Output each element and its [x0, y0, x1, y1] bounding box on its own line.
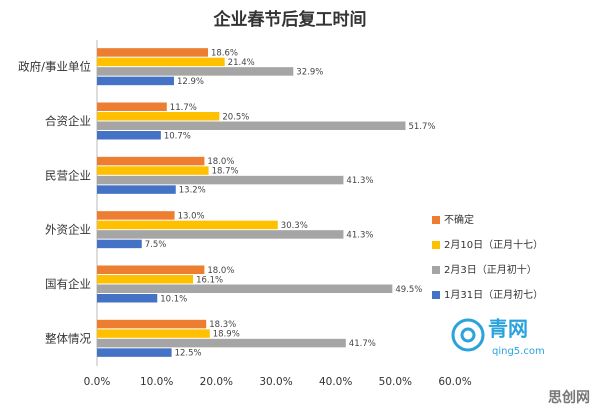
value-label: 12.9%	[177, 77, 204, 87]
bar	[97, 265, 205, 274]
bar	[97, 294, 158, 303]
value-label: 13.2%	[179, 186, 206, 196]
value-label: 13.0%	[178, 211, 205, 221]
value-label: 18.0%	[207, 266, 234, 276]
legend-label: 不确定	[444, 213, 474, 226]
bar	[97, 156, 205, 166]
bar	[97, 102, 167, 111]
value-label: 49.5%	[395, 285, 422, 295]
value-label: 11.7%	[170, 103, 197, 113]
value-label: 32.9%	[296, 67, 323, 77]
bar	[97, 76, 174, 86]
bar	[97, 338, 346, 348]
bar	[97, 57, 225, 67]
value-label: 18.0%	[207, 157, 234, 167]
value-label: 18.6%	[211, 48, 238, 58]
bar	[97, 131, 161, 140]
y-tick-label: 外资企业	[45, 223, 91, 237]
value-label: 18.3%	[209, 320, 236, 330]
bar	[97, 166, 209, 175]
x-tick-label: 50.0%	[379, 376, 412, 388]
value-label: 10.1%	[160, 294, 187, 304]
bar	[97, 239, 142, 249]
value-label: 10.7%	[164, 131, 191, 141]
logo-icon	[460, 327, 476, 343]
value-label: 41.3%	[346, 176, 373, 186]
y-tick-label: 民营企业	[45, 168, 91, 182]
bar	[97, 67, 294, 76]
bar	[97, 348, 172, 357]
value-label: 20.5%	[222, 112, 249, 122]
x-tick-label: 10.0%	[140, 376, 173, 388]
bar	[97, 329, 210, 338]
value-label: 18.9%	[213, 330, 240, 340]
bar	[97, 48, 208, 57]
value-label: 51.7%	[408, 122, 435, 132]
legend-label: 2月10日（正月十七）	[444, 238, 543, 251]
value-label: 16.1%	[196, 275, 223, 285]
y-tick-label: 政府/事业单位	[18, 60, 91, 74]
value-label: 30.3%	[281, 221, 308, 231]
watermark: 思创网	[548, 389, 590, 406]
value-label: 41.7%	[349, 339, 376, 349]
bar	[97, 185, 176, 194]
bar	[97, 284, 393, 293]
logo-icon	[451, 318, 485, 352]
value-label: 21.4%	[228, 58, 255, 68]
logo-url: qing5.com	[492, 346, 545, 357]
y-tick-label: 合资企业	[45, 114, 91, 128]
value-label: 18.7%	[212, 167, 239, 177]
value-label: 7.5%	[145, 240, 167, 250]
logo-text: 青网	[488, 317, 528, 341]
logo: 青网 qing5.com	[451, 317, 545, 357]
legend-label: 1月31日（正月初七）	[444, 288, 543, 301]
y-tick-label: 国有企业	[45, 277, 91, 291]
bar	[97, 175, 344, 185]
bar	[97, 275, 194, 284]
bar	[97, 220, 278, 230]
value-label: 41.3%	[346, 230, 373, 240]
legend-swatch	[432, 266, 440, 274]
legend-swatch	[432, 241, 440, 249]
legend-swatch	[432, 291, 440, 299]
x-tick-label: 0.0%	[84, 376, 111, 388]
x-tick-label: 40.0%	[319, 376, 352, 388]
x-tick-label: 20.0%	[200, 376, 233, 388]
x-tick-label: 30.0%	[259, 376, 292, 388]
chart-title: 企业春节后复工时间	[213, 9, 367, 30]
x-tick-label: 60.0%	[438, 376, 471, 388]
bar	[97, 112, 220, 121]
bar	[97, 121, 406, 130]
bar	[97, 319, 207, 329]
bar	[97, 211, 175, 220]
bar	[97, 230, 344, 239]
legend-label: 2月3日（正月初十）	[444, 263, 537, 276]
legend-swatch	[432, 216, 440, 224]
value-label: 12.5%	[175, 349, 202, 359]
y-tick-label: 整体情况	[45, 331, 91, 345]
